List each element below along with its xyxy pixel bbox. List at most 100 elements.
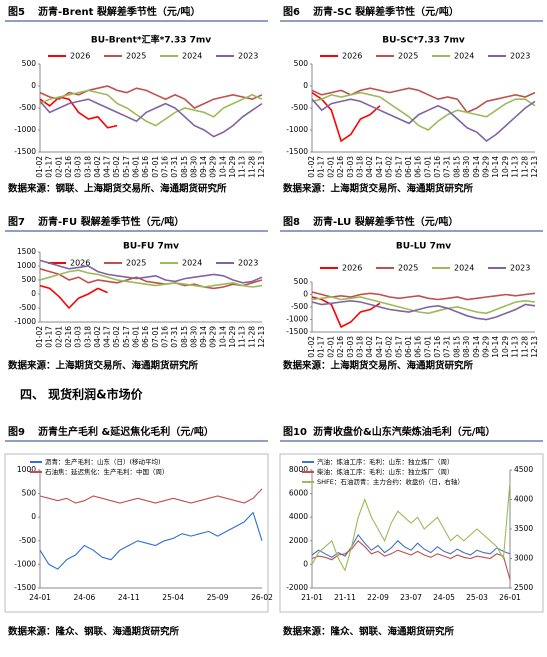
series-line xyxy=(39,259,263,284)
x-tick-label: 11-13 xyxy=(238,156,247,178)
x-tick-label: 04-17 xyxy=(375,156,384,178)
x-tick-label: 02-16 xyxy=(336,156,345,178)
x-tick-label: 03-03 xyxy=(346,336,355,358)
x-tick-label: 09-14 xyxy=(472,156,481,178)
y-tick-label: -1000 xyxy=(14,125,36,134)
x-tick-label: 10-14 xyxy=(491,156,500,178)
figure-caption: 沥青-FU 裂解差季节性（元/吨） xyxy=(38,215,184,228)
y-tick-label: -2000 xyxy=(286,583,308,592)
plot-frame xyxy=(279,453,544,613)
x-tick-label: 05-17 xyxy=(394,156,403,178)
x-tick-label: 24-06 xyxy=(74,593,96,602)
x-tick-label: 06-16 xyxy=(414,336,423,358)
x-tick-label: 03-03 xyxy=(74,326,83,348)
legend-label: 2024 xyxy=(182,52,202,61)
x-tick-label: 06-01 xyxy=(132,326,141,348)
x-tick-label: 02-01 xyxy=(326,156,335,178)
legend-label: 2025 xyxy=(398,52,418,61)
x-tick-label: 10-29 xyxy=(228,326,237,348)
x-tick-label: 04-17 xyxy=(103,326,112,348)
x-tick-label: 25-04 xyxy=(162,593,184,602)
series-line xyxy=(39,269,263,288)
x-tick-label: 03-18 xyxy=(355,336,364,358)
x-tick-label: 03-03 xyxy=(346,156,355,178)
x-tick-label: 08-15 xyxy=(180,156,189,178)
x-tick-label: 04-02 xyxy=(93,326,102,348)
figure-label: 图5 xyxy=(8,6,25,18)
y-tick-label: -1500 xyxy=(14,147,36,156)
legend-label: 石油焦：延迟焦化：生产毛利：中国（周） xyxy=(45,467,169,476)
figure-label: 图9 xyxy=(8,426,25,438)
legend-label: 2024 xyxy=(454,52,474,61)
y-tick-label: 500 xyxy=(294,277,309,286)
source: 数据来源：钢联、上海期货交易所、海通期货研究所 xyxy=(7,183,227,195)
x-tick-label: 09-14 xyxy=(199,156,208,178)
figure-label: 图8 xyxy=(283,216,300,228)
x-tick-label: 06-01 xyxy=(132,156,141,178)
source: 数据来源：上海期货交易所、海通期货研究所 xyxy=(7,360,199,372)
y-tick-label: 2000 xyxy=(289,536,308,545)
series-line xyxy=(311,91,536,131)
x-tick-label: 01-02 xyxy=(35,326,44,348)
legend-label: 2024 xyxy=(454,264,474,273)
x-tick-label: 11-13 xyxy=(511,336,520,358)
x-tick-label: 09-29 xyxy=(209,326,218,348)
x-tick-label: 07-16 xyxy=(433,336,442,358)
y-tick-label: -1000 xyxy=(14,317,36,326)
x-tick-label: 02-01 xyxy=(54,326,63,348)
x-tick-label: 05-02 xyxy=(112,326,121,348)
y-tick-label: 4000 xyxy=(289,512,308,521)
source: 数据来源：上海期货交易所、海通期货研究所 xyxy=(282,183,474,195)
series-line xyxy=(311,87,536,114)
x-tick-label: 05-17 xyxy=(122,156,131,178)
x-tick-label: 21-01 xyxy=(301,593,323,602)
y-tick-label: 500 xyxy=(22,275,37,284)
source: 数据来源：隆众、钢联、海通期货研究所 xyxy=(7,626,180,638)
x-tick-label: 07-31 xyxy=(443,156,452,178)
figure-label: 图6 xyxy=(283,6,300,18)
x-tick-label: 07-01 xyxy=(423,336,432,358)
series-line xyxy=(311,291,536,301)
x-tick-label: 11-13 xyxy=(511,156,520,178)
x-tick-label: 03-03 xyxy=(74,156,83,178)
y-tick-label: 0 xyxy=(303,290,308,299)
y-tick-label: 1500 xyxy=(17,247,36,256)
section-heading: 四、 现货利润&市场价 xyxy=(20,387,144,402)
x-tick-label: 09-29 xyxy=(209,156,218,178)
x-tick-label: 26-01 xyxy=(499,593,521,602)
x-tick-label: 02-16 xyxy=(64,326,73,348)
x-tick-label: 08-15 xyxy=(452,336,461,358)
x-tick-label: 06-01 xyxy=(404,336,413,358)
x-tick-label: 05-02 xyxy=(385,336,394,358)
legend-label: 2025 xyxy=(398,264,418,273)
chart-title: BU-FU 7mv xyxy=(123,242,179,252)
x-tick-label: 07-31 xyxy=(443,336,452,358)
legend-label: 2024 xyxy=(182,259,202,268)
y-tick-label: -1500 xyxy=(14,583,36,592)
y2-tick-label: 3000 xyxy=(514,554,533,563)
y-tick-label: 1000 xyxy=(17,261,36,270)
x-tick-label: 02-01 xyxy=(54,156,63,178)
figure-caption: 沥青-Brent 裂解差季节性（元/吨） xyxy=(38,5,201,18)
series-line xyxy=(311,296,381,329)
legend-label: 2026 xyxy=(342,264,362,273)
series-line xyxy=(311,533,511,558)
x-tick-label: 24-05 xyxy=(433,593,455,602)
legend-label: 汽油：炼油工序：毛利：山东：独立炼厂（周） xyxy=(317,457,454,466)
x-tick-label: 10-29 xyxy=(501,156,510,178)
x-tick-label: 08-30 xyxy=(189,156,198,178)
y-tick-label: 0 xyxy=(31,289,36,298)
legend-label: 2026 xyxy=(342,52,362,61)
legend-label: SHFE：石油沥青：主力合约：收盘价（日，右轴） xyxy=(317,477,464,486)
legend-label: 2026 xyxy=(70,259,90,268)
chart-title: BU-SC*7.33 7mv xyxy=(382,36,465,46)
x-tick-label: 26-02 xyxy=(251,593,273,602)
x-tick-label: 12-13 xyxy=(257,156,266,178)
x-tick-label: 10-14 xyxy=(491,336,500,358)
series-line xyxy=(311,98,536,143)
x-tick-label: 06-16 xyxy=(141,326,150,348)
legend-label: 2026 xyxy=(70,52,90,61)
x-tick-label: 01-02 xyxy=(35,156,44,178)
x-tick-label: 08-30 xyxy=(462,156,471,178)
